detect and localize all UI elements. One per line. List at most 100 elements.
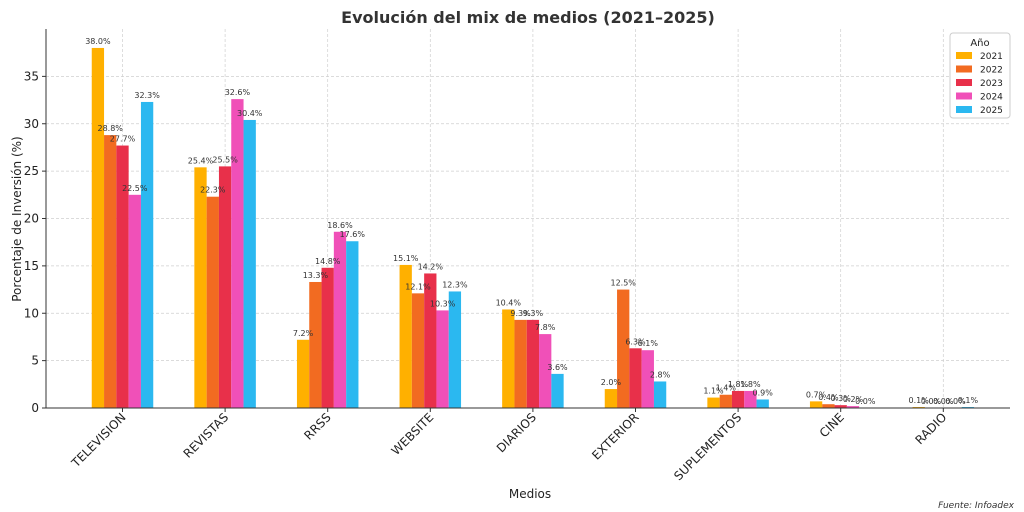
- bar-2025-rrss: [346, 241, 359, 408]
- data-label: 32.6%: [225, 88, 251, 97]
- bar-2022-cine: [822, 404, 835, 408]
- legend-label-2022: 2022: [980, 66, 1003, 76]
- bar-2024-revistas: [231, 99, 244, 409]
- bar-2021-revistas: [194, 167, 207, 408]
- data-label: 12.1%: [405, 282, 431, 291]
- data-label: 1.4%: [716, 384, 737, 393]
- data-label: 0.2%: [843, 395, 864, 404]
- category-label-television: TELEVISION: [68, 410, 128, 470]
- data-labels: 38.0% 28.8% 27.7% 22.5% 32.3% 25.4% 22.3% 25.5%…: [85, 37, 978, 406]
- category-label-cine: CINE: [817, 410, 847, 440]
- data-label: 14.2%: [418, 262, 444, 271]
- data-label: 1.1%: [703, 387, 724, 396]
- y-tick-label: 35: [24, 69, 39, 83]
- legend-swatch-2024: [956, 92, 972, 100]
- bar-2025-diarios: [551, 373, 564, 408]
- data-label: 3.6%: [547, 363, 568, 372]
- bars: [91, 47, 975, 409]
- bar-2021-diarios: [502, 309, 515, 408]
- bar-2022-revistas: [206, 196, 219, 408]
- bar-2024-television: [128, 194, 141, 408]
- legend-label-2021: 2021: [980, 52, 1003, 62]
- data-label: 12.3%: [442, 280, 468, 289]
- legend-swatch-2025: [956, 106, 972, 113]
- data-label: 9.3%: [510, 309, 531, 318]
- data-label: 0.4%: [818, 393, 839, 402]
- category-label-website: WEBSITE: [389, 410, 437, 458]
- data-label: 0.1%: [958, 396, 979, 405]
- data-label: 0.1%: [909, 396, 930, 405]
- bar-2024-website: [436, 310, 449, 408]
- bar-2025-exterior: [653, 381, 667, 408]
- data-label: 0.7%: [806, 390, 827, 399]
- data-label: 2.0%: [601, 378, 622, 387]
- legend-label-2024: 2024: [980, 93, 1003, 103]
- bar-2025-revistas: [243, 119, 256, 409]
- y-tick-label: 30: [24, 117, 39, 131]
- data-label: 6.3%: [625, 337, 646, 346]
- legend-swatch-2023: [956, 79, 972, 86]
- bar-2024-exterior: [641, 350, 654, 408]
- data-label: 7.8%: [535, 323, 556, 332]
- data-label: 13.3%: [303, 271, 329, 280]
- data-label: 18.6%: [327, 221, 353, 230]
- category-label-diarios: DIARIOS: [494, 410, 539, 455]
- data-label: 0.0%: [945, 397, 966, 406]
- bar-2024-diarios: [539, 334, 552, 408]
- data-label: 10.3%: [430, 299, 456, 308]
- bar-2022-rrss: [309, 281, 322, 408]
- bar-2021-suplementos: [707, 397, 720, 408]
- data-label: 17.6%: [340, 230, 366, 239]
- y-tick-label: 15: [24, 259, 39, 273]
- legend-title: Año: [970, 38, 989, 49]
- category-label-radio: RADIO: [912, 410, 949, 447]
- data-label: 15.1%: [393, 254, 419, 263]
- category-label-suplementos: SUPLEMENTOS: [671, 410, 744, 483]
- data-label: 2.8%: [650, 370, 671, 379]
- data-label: 28.8%: [97, 124, 123, 133]
- legend-swatch-2021: [956, 52, 972, 59]
- data-label: 0.0%: [855, 397, 876, 406]
- bar-2022-diarios: [514, 319, 527, 408]
- y-tick-label: 5: [31, 354, 39, 368]
- data-label: 25.4%: [188, 156, 214, 165]
- data-label: 30.4%: [237, 109, 263, 118]
- bar-2025-television: [140, 101, 154, 409]
- bar-2021-cine: [809, 401, 823, 408]
- source-note: Fuente: Infoadex: [938, 501, 1015, 511]
- bar-2022-suplementos: [719, 394, 732, 408]
- data-label: 1.8%: [740, 380, 761, 389]
- legend: Año 2021 2022 2023 2024 2025: [949, 32, 1011, 119]
- data-label: 9.3%: [523, 309, 544, 318]
- data-label: 0.0%: [921, 397, 942, 406]
- bar-2023-cine: [834, 405, 847, 408]
- bar-2024-cine: [846, 406, 860, 408]
- y-axis-label: Porcentaje de Inversión (%): [10, 136, 24, 302]
- bar-2025-suplementos: [756, 399, 769, 408]
- bar-2023-diarios: [526, 319, 540, 408]
- bar-2024-rrss: [333, 231, 347, 408]
- y-tick-label: 0: [31, 401, 39, 415]
- x-axis-label: Medios: [509, 487, 551, 501]
- bar-2022-exterior: [617, 289, 630, 408]
- legend-label-2025: 2025: [980, 106, 1003, 116]
- y-tick-label: 10: [24, 306, 39, 320]
- category-label-rrss: RRSS: [301, 410, 333, 442]
- bar-2023-exterior: [629, 348, 642, 408]
- data-label: 1.8%: [728, 380, 749, 389]
- data-label: 0.9%: [753, 388, 774, 397]
- bar-2021-rrss: [296, 339, 310, 408]
- bar-2023-rrss: [321, 267, 334, 408]
- data-label: 12.5%: [610, 279, 636, 288]
- y-tick-label: 25: [24, 164, 39, 178]
- category-label-exterior: EXTERIOR: [589, 410, 641, 462]
- data-label: 25.5%: [212, 155, 238, 164]
- bar-2023-revistas: [218, 166, 232, 408]
- data-label: 38.0%: [85, 37, 111, 46]
- data-label: 32.3%: [134, 91, 160, 100]
- data-label: 27.7%: [110, 135, 136, 144]
- data-label: 22.3%: [200, 186, 226, 195]
- chart-title: Evolución del mix de medios (2021–2025): [341, 8, 715, 27]
